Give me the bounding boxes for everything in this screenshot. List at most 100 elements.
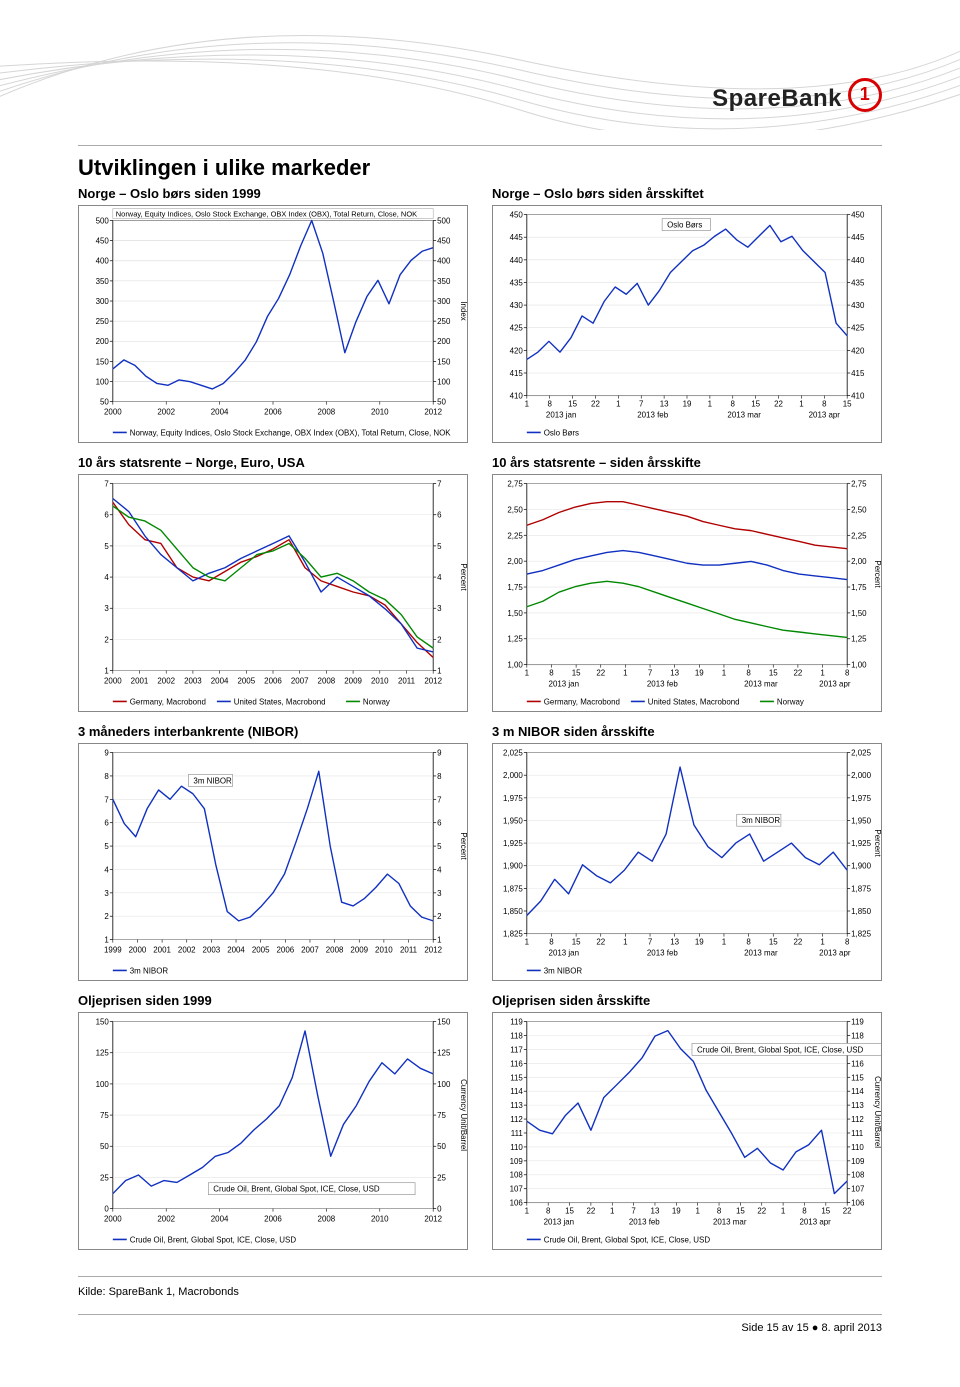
svg-text:8: 8 [822, 400, 827, 409]
svg-text:415: 415 [510, 369, 524, 378]
svg-text:Oslo Børs: Oslo Børs [544, 428, 579, 437]
svg-text:450: 450 [96, 237, 110, 246]
page-number: Side 15 av 15 ● 8. april 2013 [741, 1322, 882, 1334]
svg-text:1,850: 1,850 [503, 907, 523, 916]
svg-text:109: 109 [510, 1157, 524, 1166]
svg-text:111: 111 [851, 1129, 864, 1138]
svg-text:15: 15 [843, 400, 852, 409]
svg-text:2000: 2000 [104, 677, 122, 686]
svg-text:114: 114 [510, 1087, 523, 1096]
svg-text:100: 100 [437, 1080, 451, 1089]
svg-text:450: 450 [437, 237, 451, 246]
chart-row: Oljeprisen siden 1999 002525505075751001… [78, 993, 882, 1250]
chart-title: Norge – Oslo børs siden 1999 [78, 186, 468, 201]
svg-text:1,900: 1,900 [851, 862, 871, 871]
svg-text:Currency Unit/Barrel: Currency Unit/Barrel [459, 1079, 467, 1151]
svg-text:1999: 1999 [104, 946, 122, 955]
svg-text:1: 1 [708, 400, 713, 409]
svg-text:Norway: Norway [777, 697, 804, 706]
svg-text:115: 115 [510, 1073, 523, 1082]
svg-text:110: 110 [851, 1143, 864, 1152]
svg-text:Crude Oil, Brent, Global Spot,: Crude Oil, Brent, Global Spot, ICE, Clos… [130, 1235, 297, 1244]
svg-text:100: 100 [96, 377, 110, 386]
svg-text:2009: 2009 [350, 946, 368, 955]
svg-text:1: 1 [722, 669, 727, 678]
svg-text:8: 8 [746, 938, 751, 947]
svg-text:Crude Oil, Brent, Global Spot,: Crude Oil, Brent, Global Spot, ICE, Clos… [544, 1235, 711, 1244]
svg-text:1: 1 [799, 400, 804, 409]
svg-text:Crude Oil, Brent, Global Spot,: Crude Oil, Brent, Global Spot, ICE, Clos… [697, 1045, 864, 1054]
svg-text:4: 4 [437, 573, 442, 582]
svg-text:2007: 2007 [291, 677, 309, 686]
chart-oslo-ytd: 4104104154154204204254254304304354354404… [492, 205, 882, 443]
chart-title: 3 m NIBOR siden årsskifte [492, 724, 882, 739]
svg-text:15: 15 [751, 400, 760, 409]
svg-text:2,000: 2,000 [851, 771, 871, 780]
svg-text:111: 111 [511, 1129, 524, 1138]
svg-text:7: 7 [104, 795, 109, 804]
svg-text:22: 22 [757, 1207, 766, 1216]
svg-text:7: 7 [104, 480, 109, 489]
svg-text:2009: 2009 [344, 677, 362, 686]
svg-text:0: 0 [104, 1205, 109, 1214]
svg-text:2,75: 2,75 [851, 480, 867, 489]
svg-text:1,75: 1,75 [851, 583, 867, 592]
svg-text:2001: 2001 [131, 677, 149, 686]
svg-text:2013 jan: 2013 jan [549, 680, 579, 689]
svg-text:2,75: 2,75 [507, 480, 523, 489]
svg-text:7: 7 [648, 669, 653, 678]
svg-text:50: 50 [437, 398, 446, 407]
svg-text:2004: 2004 [227, 946, 245, 955]
svg-text:2008: 2008 [326, 946, 344, 955]
svg-text:117: 117 [510, 1045, 523, 1054]
svg-text:2000: 2000 [104, 408, 122, 417]
svg-text:2,25: 2,25 [507, 531, 523, 540]
svg-text:4: 4 [437, 865, 442, 874]
svg-text:15: 15 [736, 1207, 745, 1216]
svg-text:430: 430 [510, 301, 524, 310]
svg-text:200: 200 [96, 337, 110, 346]
chart-title: Norge – Oslo børs siden årsskiftet [492, 186, 882, 201]
svg-text:450: 450 [510, 211, 524, 220]
svg-text:2006: 2006 [276, 946, 294, 955]
svg-text:22: 22 [586, 1207, 595, 1216]
svg-text:22: 22 [774, 400, 783, 409]
svg-text:410: 410 [851, 392, 865, 401]
svg-text:22: 22 [591, 400, 600, 409]
svg-text:3: 3 [104, 889, 109, 898]
svg-text:2007: 2007 [301, 946, 319, 955]
svg-text:Percent: Percent [873, 829, 881, 857]
svg-text:9: 9 [104, 749, 109, 758]
svg-text:2000: 2000 [104, 1215, 122, 1224]
svg-text:119: 119 [510, 1018, 523, 1027]
svg-text:1,75: 1,75 [507, 583, 523, 592]
svg-text:6: 6 [104, 819, 109, 828]
source-line: Kilde: SpareBank 1, Macrobonds [78, 1286, 239, 1298]
svg-text:7: 7 [639, 400, 644, 409]
svg-text:19: 19 [672, 1207, 681, 1216]
chart-oil-since-1999: 0025255050757510010012512515015020002002… [78, 1012, 468, 1250]
svg-text:2012: 2012 [424, 946, 442, 955]
svg-text:115: 115 [851, 1073, 864, 1082]
svg-text:1,950: 1,950 [851, 816, 871, 825]
svg-text:107: 107 [851, 1185, 865, 1194]
svg-text:300: 300 [437, 297, 451, 306]
svg-text:1,00: 1,00 [507, 661, 523, 670]
svg-text:118: 118 [510, 1031, 523, 1040]
svg-text:15: 15 [565, 1207, 574, 1216]
svg-text:2008: 2008 [318, 408, 336, 417]
svg-text:2002: 2002 [157, 1215, 175, 1224]
chart-cell: 3 måneders interbankrente (NIBOR) 112233… [78, 724, 468, 981]
svg-text:United States, Macrobond: United States, Macrobond [648, 697, 740, 706]
svg-text:2: 2 [104, 635, 109, 644]
svg-text:2003: 2003 [203, 946, 221, 955]
svg-text:440: 440 [510, 256, 524, 265]
svg-text:25: 25 [437, 1173, 446, 1182]
svg-text:2002: 2002 [157, 677, 175, 686]
chart-cell: 10 års statsrente – Norge, Euro, USA 112… [78, 455, 468, 712]
chart-cell: 3 m NIBOR siden årsskifte 1,8251,8251,85… [492, 724, 882, 981]
svg-text:2013 mar: 2013 mar [744, 949, 778, 958]
svg-text:2002: 2002 [178, 946, 196, 955]
chart-title: 10 års statsrente – siden årsskifte [492, 455, 882, 470]
svg-text:5: 5 [104, 542, 109, 551]
